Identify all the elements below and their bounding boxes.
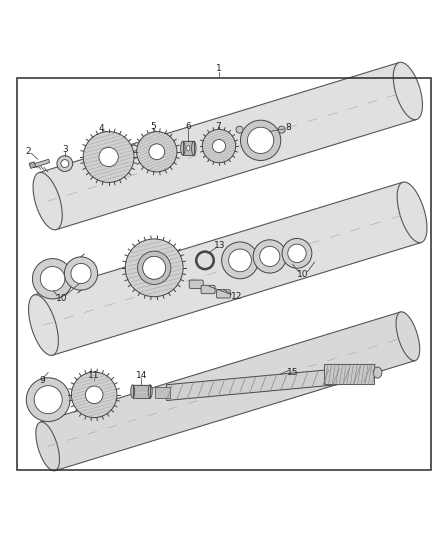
Circle shape xyxy=(137,132,177,172)
Circle shape xyxy=(125,239,183,297)
Text: 15: 15 xyxy=(287,368,298,377)
Ellipse shape xyxy=(393,62,423,120)
Bar xyxy=(324,364,374,384)
Text: 1: 1 xyxy=(216,64,222,73)
Ellipse shape xyxy=(36,422,60,471)
Circle shape xyxy=(83,132,134,182)
Ellipse shape xyxy=(28,295,58,356)
Text: 7: 7 xyxy=(215,122,221,131)
Circle shape xyxy=(212,140,226,152)
Polygon shape xyxy=(39,62,417,230)
Bar xyxy=(17,78,431,470)
Circle shape xyxy=(247,127,274,154)
FancyBboxPatch shape xyxy=(216,290,230,298)
Polygon shape xyxy=(34,182,421,355)
Circle shape xyxy=(32,259,73,299)
Circle shape xyxy=(222,242,258,279)
Ellipse shape xyxy=(180,141,185,155)
Circle shape xyxy=(138,251,171,285)
Bar xyxy=(133,385,150,398)
Circle shape xyxy=(85,386,103,403)
Circle shape xyxy=(143,256,166,279)
Ellipse shape xyxy=(396,312,420,361)
FancyBboxPatch shape xyxy=(201,285,215,294)
Text: 12: 12 xyxy=(231,292,242,301)
Ellipse shape xyxy=(187,146,190,151)
Bar xyxy=(33,159,49,167)
Circle shape xyxy=(278,126,285,133)
Bar xyxy=(133,385,150,398)
Circle shape xyxy=(202,130,236,163)
Ellipse shape xyxy=(373,367,382,378)
Text: 10: 10 xyxy=(56,294,67,303)
Ellipse shape xyxy=(397,182,427,243)
Bar xyxy=(183,141,194,155)
Bar xyxy=(29,162,35,168)
Ellipse shape xyxy=(148,385,152,398)
Text: 13: 13 xyxy=(214,241,226,250)
Circle shape xyxy=(99,147,118,167)
Text: 5: 5 xyxy=(150,122,156,131)
Circle shape xyxy=(240,120,281,160)
Text: 3: 3 xyxy=(62,144,68,154)
Bar xyxy=(183,141,194,155)
Text: 6: 6 xyxy=(185,122,191,131)
Circle shape xyxy=(149,144,165,159)
Circle shape xyxy=(260,246,280,266)
Text: 9: 9 xyxy=(39,376,45,385)
Circle shape xyxy=(57,156,73,172)
Circle shape xyxy=(143,256,166,279)
Polygon shape xyxy=(40,312,415,471)
FancyBboxPatch shape xyxy=(189,280,203,288)
Polygon shape xyxy=(166,366,374,400)
Text: 14: 14 xyxy=(136,370,147,379)
Circle shape xyxy=(236,126,243,133)
Circle shape xyxy=(64,257,98,290)
Circle shape xyxy=(61,159,69,167)
Circle shape xyxy=(34,386,62,414)
Text: 10: 10 xyxy=(297,270,309,279)
Circle shape xyxy=(71,372,117,418)
Ellipse shape xyxy=(33,172,62,230)
Circle shape xyxy=(253,240,286,273)
Circle shape xyxy=(71,263,91,284)
Bar xyxy=(155,387,170,398)
Circle shape xyxy=(26,378,70,422)
Circle shape xyxy=(282,238,312,268)
Ellipse shape xyxy=(131,385,135,398)
Text: 2: 2 xyxy=(26,147,31,156)
Text: 8: 8 xyxy=(285,123,291,132)
Circle shape xyxy=(229,249,251,272)
Circle shape xyxy=(288,244,306,263)
Ellipse shape xyxy=(192,141,196,155)
Text: 4: 4 xyxy=(99,124,104,133)
Text: 11: 11 xyxy=(88,372,100,381)
Circle shape xyxy=(40,266,65,291)
